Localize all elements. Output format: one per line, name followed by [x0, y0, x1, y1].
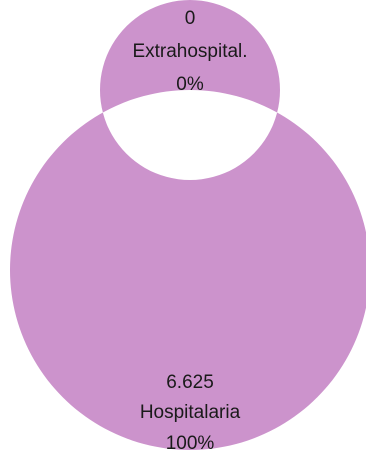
hospitalaria-value-label: 6.625	[166, 372, 214, 393]
extrahospital-category-label: Extrahospital.	[132, 41, 247, 62]
hospitalaria-category-label: Hospitalaria	[140, 402, 241, 423]
hospitalaria-percent-label: 100%	[166, 433, 215, 454]
extrahospital-percent-label: 0%	[176, 74, 204, 95]
extrahospital-value-label: 0	[185, 8, 196, 29]
slice-hospitalaria	[10, 0, 366, 450]
